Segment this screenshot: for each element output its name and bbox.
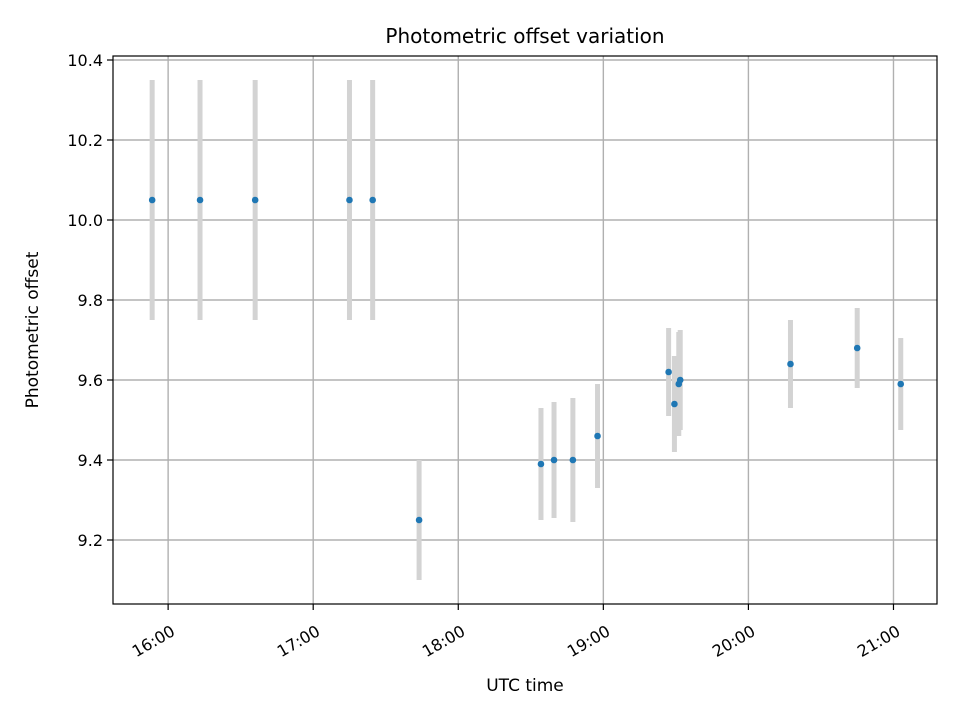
data-point bbox=[671, 400, 678, 408]
data-point bbox=[251, 196, 259, 204]
data-point bbox=[196, 196, 204, 204]
data-point bbox=[569, 456, 577, 464]
data-point bbox=[537, 460, 545, 468]
y-tick-label: 9.6 bbox=[78, 371, 103, 390]
y-tick-label: 9.4 bbox=[78, 451, 103, 470]
data-point bbox=[550, 456, 558, 464]
data-point bbox=[676, 376, 684, 384]
data-point bbox=[369, 196, 376, 204]
data-point bbox=[897, 380, 905, 388]
data-point bbox=[148, 196, 156, 204]
y-tick-label: 10.2 bbox=[67, 131, 103, 150]
y-tick-label: 9.2 bbox=[78, 531, 103, 550]
data-point bbox=[594, 432, 601, 440]
y-tick-label: 10.0 bbox=[67, 211, 103, 230]
grid bbox=[113, 56, 937, 604]
data-point bbox=[665, 368, 672, 376]
data-point bbox=[787, 360, 794, 368]
data-point bbox=[415, 516, 423, 524]
data-point bbox=[346, 196, 353, 204]
data-point bbox=[853, 344, 861, 352]
data-points bbox=[148, 196, 905, 524]
y-tick-label: 9.8 bbox=[78, 291, 103, 310]
plot-frame bbox=[112, 55, 938, 605]
x-axis-label: UTC time bbox=[486, 676, 564, 696]
chart-title: Photometric offset variation bbox=[385, 24, 664, 48]
y-tick-label: 10.4 bbox=[67, 51, 103, 70]
y-axis-label: Photometric offset bbox=[23, 251, 43, 408]
